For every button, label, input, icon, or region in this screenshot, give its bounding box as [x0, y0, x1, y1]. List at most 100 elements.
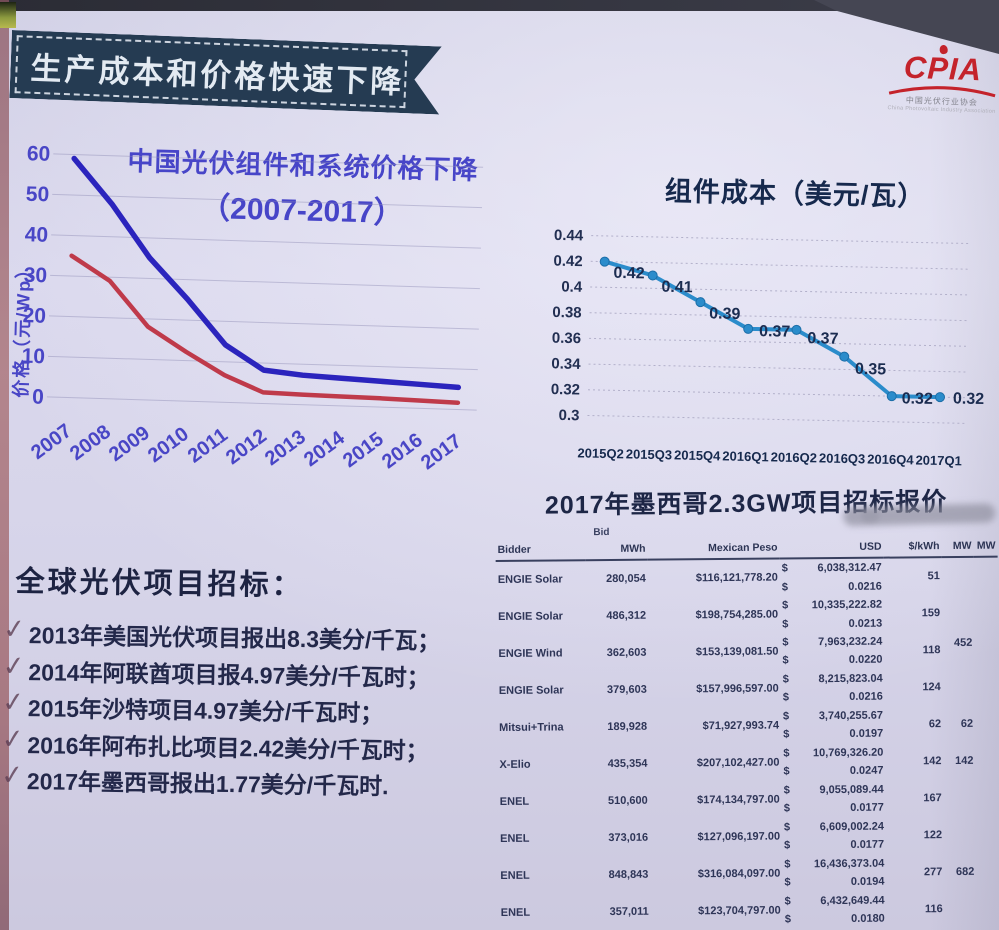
y-tick-label: 20: [22, 304, 46, 328]
table-cell: 51: [927, 570, 940, 583]
red-line: [69, 253, 461, 406]
mexico-bid-table: 2017年墨西哥2.3GW项目招标报价 Bid Bidder MWh Mexican…: [495, 482, 998, 926]
x-tick-label: 2015Q3: [626, 446, 673, 462]
x-tick-label: 2017Q1: [915, 452, 962, 468]
table-row: ENGIE Wind 362,603 $153,139,081.50 $7,963,2…: [496, 631, 998, 672]
grid-line: [47, 355, 478, 371]
grid-line: [589, 312, 970, 322]
cost-line: [604, 259, 941, 400]
table-row: X-Elio 435,354 $207,102,427.00 $10,769,326.…: [497, 742, 999, 783]
x-tick-label: 2014: [300, 427, 350, 472]
table-cell: 142: [955, 754, 974, 768]
blue-line: [71, 155, 462, 391]
grid-line: [53, 153, 484, 168]
table-cell: 62: [960, 717, 974, 731]
table-cell: $16,436,373.04: [784, 857, 885, 871]
grid-line: [590, 286, 971, 296]
table-row: ENGIE Solar 280,054 $116,121,778.20 $6,038,…: [496, 557, 998, 599]
grid-line: [587, 414, 968, 424]
x-tick-label: 2016Q4: [867, 451, 914, 467]
table-cell: 62: [928, 718, 942, 731]
table-cell: $0.0213: [782, 617, 883, 631]
bid-item-text: 2013年美国光伏项目报出8.3美分/千瓦；: [28, 622, 441, 654]
bid-list-item: ✓ 2017年墨西哥报出1.77美分/千瓦时.: [0, 759, 495, 805]
data-point: [935, 392, 946, 403]
photo-top-edge: [0, 0, 999, 11]
cpia-arc-icon: [888, 86, 996, 98]
table-cell: 159: [921, 607, 941, 620]
table-cell: $10,335,222.82: [782, 598, 883, 612]
y-tick-label: 0.32: [551, 381, 581, 399]
y-tick-label: 0.36: [552, 330, 582, 348]
bids-heading: 全球光伏项目招标：: [15, 565, 304, 603]
x-tick-label: 2016Q3: [819, 450, 866, 466]
table-row: ENEL 848,843 $316,084,097.00 $16,436,373.04…: [498, 853, 999, 894]
column-header: USD: [779, 538, 884, 559]
column-header: Mexican Peso: [647, 539, 780, 560]
table-cell: $207,102,427.00: [696, 756, 780, 770]
data-point: [695, 297, 706, 308]
table-row: ENGIE Solar 379,603 $157,996,597.00 $8,215,…: [497, 668, 999, 709]
table-cell: 373,016: [608, 831, 649, 844]
bid-item-text: 2016年阿布扎比项目2.42美分/千瓦时；: [27, 731, 429, 764]
y-tick-label: 10: [21, 345, 45, 369]
table-cell: $174,134,797.00: [697, 793, 780, 807]
table-cell: $153,139,081.50: [695, 645, 779, 659]
x-tick-label: 2015: [339, 428, 388, 472]
column-header: MW: [941, 537, 974, 558]
data-label: 0.39: [709, 305, 741, 323]
x-tick-label: 2008: [66, 421, 115, 465]
bid-item-text: 2017年墨西哥报出1.77美分/千瓦时.: [26, 768, 389, 800]
table-cell: ENEL: [499, 795, 530, 808]
y-axis-label: 价格（元/Wp）: [10, 258, 35, 398]
table-cell: [944, 779, 976, 816]
table-cell: ENGIE Solar: [498, 610, 563, 624]
table-cell: 124: [922, 681, 941, 694]
x-tick-label: 2011: [184, 424, 232, 467]
table-cell: $6,609,002.24: [783, 820, 885, 834]
table-cell: 510,600: [607, 794, 648, 807]
table-cell: $7,963,232.24: [782, 635, 883, 649]
data-point: [599, 256, 610, 267]
grid-line: [51, 234, 481, 249]
table-cell: Mitsui+Trina: [499, 721, 564, 735]
data-label: 0.42: [613, 265, 645, 283]
cpia-flame-icon: [939, 44, 949, 55]
right-chart-plot: 0.3 0.32 0.34 0.36 0.38 0.4 0.42 0.44 0.42 0.41 0.…: [551, 227, 985, 469]
table-cell: $0.0216: [781, 580, 882, 594]
y-tick-label: 0: [32, 385, 44, 408]
table-cell: $0.0197: [783, 727, 884, 741]
x-tick-label: 2010: [144, 423, 193, 467]
checkmark-icon: ✓: [0, 759, 25, 792]
photo-corner-speck: [0, 2, 16, 28]
grid-line: [49, 315, 479, 330]
table-cell: 189,928: [607, 720, 648, 734]
table-cell: 362,603: [606, 646, 647, 660]
table-cell: $9,055,089.44: [783, 783, 884, 797]
x-tick-label: 2016: [378, 429, 427, 473]
x-tick-label: 2015Q2: [577, 445, 624, 461]
data-point: [743, 323, 754, 334]
grid-line: [589, 337, 969, 347]
table-row: ENGIE Solar 486,312 $198,754,285.00 $10,335…: [496, 594, 998, 635]
table-cell: $0.0216: [782, 691, 883, 704]
watermark-blur-small: [861, 508, 880, 523]
table-cell: 118: [922, 644, 941, 657]
y-tick-label: 50: [26, 183, 50, 207]
checkmark-icon: ✓: [1, 649, 27, 682]
data-point: [647, 270, 658, 281]
y-tick-label: 30: [23, 264, 47, 288]
table-cell: ENGIE Wind: [498, 647, 563, 661]
left-chart-plot: 0102030405060200720082009201020112012201…: [10, 142, 484, 474]
bid-item-text: 2014年阿联酋项目报4.97美分/千瓦时；: [28, 658, 430, 691]
table-cell: $6,038,312.47: [781, 561, 882, 575]
page-title: 生产成本和价格快速下降: [29, 50, 405, 100]
table-cell: [944, 816, 976, 853]
checkmark-icon: ✓: [1, 613, 27, 646]
table-cell: 142: [923, 755, 942, 768]
table-cell: $198,754,285.00: [695, 608, 779, 622]
checkmark-icon: ✓: [0, 722, 26, 755]
grid-line: [46, 396, 477, 411]
table-cell: ENEL: [500, 906, 531, 919]
table-cell: 682: [955, 865, 975, 878]
